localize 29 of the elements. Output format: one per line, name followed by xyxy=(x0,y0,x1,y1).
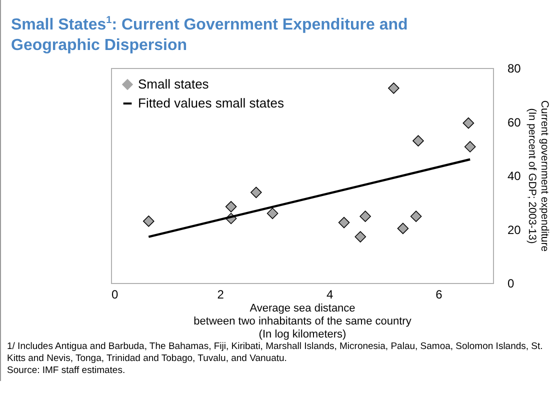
legend-label: Fitted values small states xyxy=(138,96,284,111)
point xyxy=(143,216,154,228)
point xyxy=(354,231,366,243)
x-axis-title: Average sea distance between two inhabitants of the same country (In log kilometers) xyxy=(194,302,412,341)
point xyxy=(250,187,262,198)
point xyxy=(464,141,476,153)
source-note: Source: IMF staff estimates. xyxy=(7,365,126,378)
point xyxy=(410,211,422,222)
y-tick-label: 20 xyxy=(508,223,522,238)
point xyxy=(412,136,424,147)
y-tick-label: 40 xyxy=(508,169,522,184)
point xyxy=(225,201,237,213)
point xyxy=(266,208,278,220)
y-tick-label: 60 xyxy=(508,116,522,130)
point xyxy=(397,223,409,234)
y-tick-label: 0 xyxy=(508,276,514,291)
point xyxy=(338,217,350,229)
point xyxy=(462,118,474,130)
x-tick-label: 4 xyxy=(326,288,334,302)
text: 1/ Includes Antigua and Barbuda, The Bahamas, Fiji, Kiribati, Marshall Islands, Micronesia, Palau, Samoa, Solomon Islands, St. Kitts and Nevis, Tonga, Trinidad and Tobago, Tuvalu, and Vanuatu. xyxy=(7,341,544,366)
chart-title: Small States$^{1}$: Current Government Expenditure and Geographic Dispersion xyxy=(11,14,409,56)
x-tick-label: 6 xyxy=(436,288,443,302)
y-axis-title: Current government expenditure (In percent of GDP; 2003-13) xyxy=(526,100,550,252)
point xyxy=(360,211,371,222)
x-tick-label: 2 xyxy=(217,288,224,302)
x-tick-label: 0 xyxy=(112,288,118,302)
y-tick-label: 80 xyxy=(508,62,522,76)
legend-label: Small states xyxy=(138,76,210,92)
point xyxy=(388,82,400,94)
